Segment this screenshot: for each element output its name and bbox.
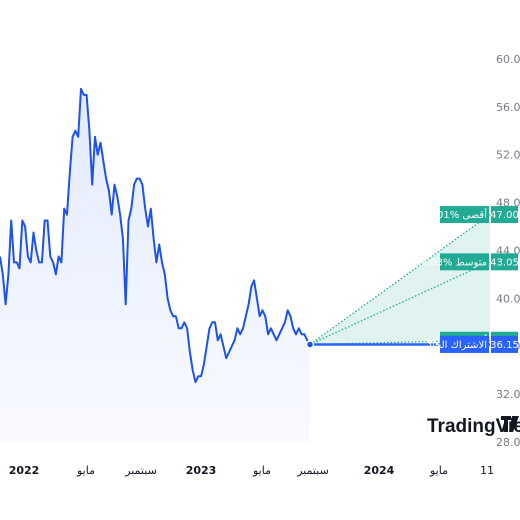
forecast-label: +30.01% أقصى [413,208,487,221]
y-tick-label: 40.0 [496,292,520,305]
forecast-label: الاشتراك الحالي [421,340,487,351]
x-axis: 2022 مايو سبتمبر 2023 مايو سبتمبر 2024 مايو 11 [9,464,494,477]
forecast-line [309,261,491,346]
brand-name: TradingView [427,416,520,437]
forecast-label: +19.03% متوسط [406,257,487,268]
y-tick-label: 28.00 [496,436,520,449]
forecast-label-box [440,335,489,353]
tradingview-logo[interactable]: TradingView [427,416,520,437]
forecast-tag: الاشتراك الحالي 36.15 [421,335,519,353]
x-tick-label: 2023 [186,464,217,477]
forecast-value-box [491,253,518,271]
x-tick-label: سبتمبر [296,464,329,477]
forecast-value-box [491,206,518,224]
forecast-tag: +30.01% أقصى 47.00 [413,206,519,224]
price-line [0,87,311,384]
y-tick-label: 52.0 [496,149,520,162]
plot-area [0,87,491,443]
y-axis: 60.056.052.048.044.040.036.0032.0028.00 [496,53,520,449]
x-tick-label: مايو [76,464,95,477]
forecast-label-box [440,206,489,224]
y-tick-label: 32.00 [496,388,520,401]
forecast-value: 47.00 [490,210,519,221]
forecast-tag: +19.03% متوسط 43.05 [406,253,519,271]
tradingview-icon [501,416,519,432]
x-tick-label: سبتمبر [124,464,157,477]
forecast-value: 36.15 [490,340,519,351]
y-tick-label: 60.0 [496,53,520,66]
price-area-fill [0,88,310,443]
forecast-value: 43.05 [490,257,519,268]
x-tick-label: 2022 [9,464,40,477]
last-price-point [305,340,315,349]
forecast-value-box [491,335,518,353]
x-tick-label: مايو [429,464,448,477]
x-tick-label: مايو [252,464,271,477]
forecast-label-box [440,253,489,271]
forecast-range-fill [310,214,490,345]
y-tick-label: 56.0 [496,101,520,114]
x-tick-label: 2024 [364,464,395,477]
x-tick-label: 11 [480,464,494,477]
